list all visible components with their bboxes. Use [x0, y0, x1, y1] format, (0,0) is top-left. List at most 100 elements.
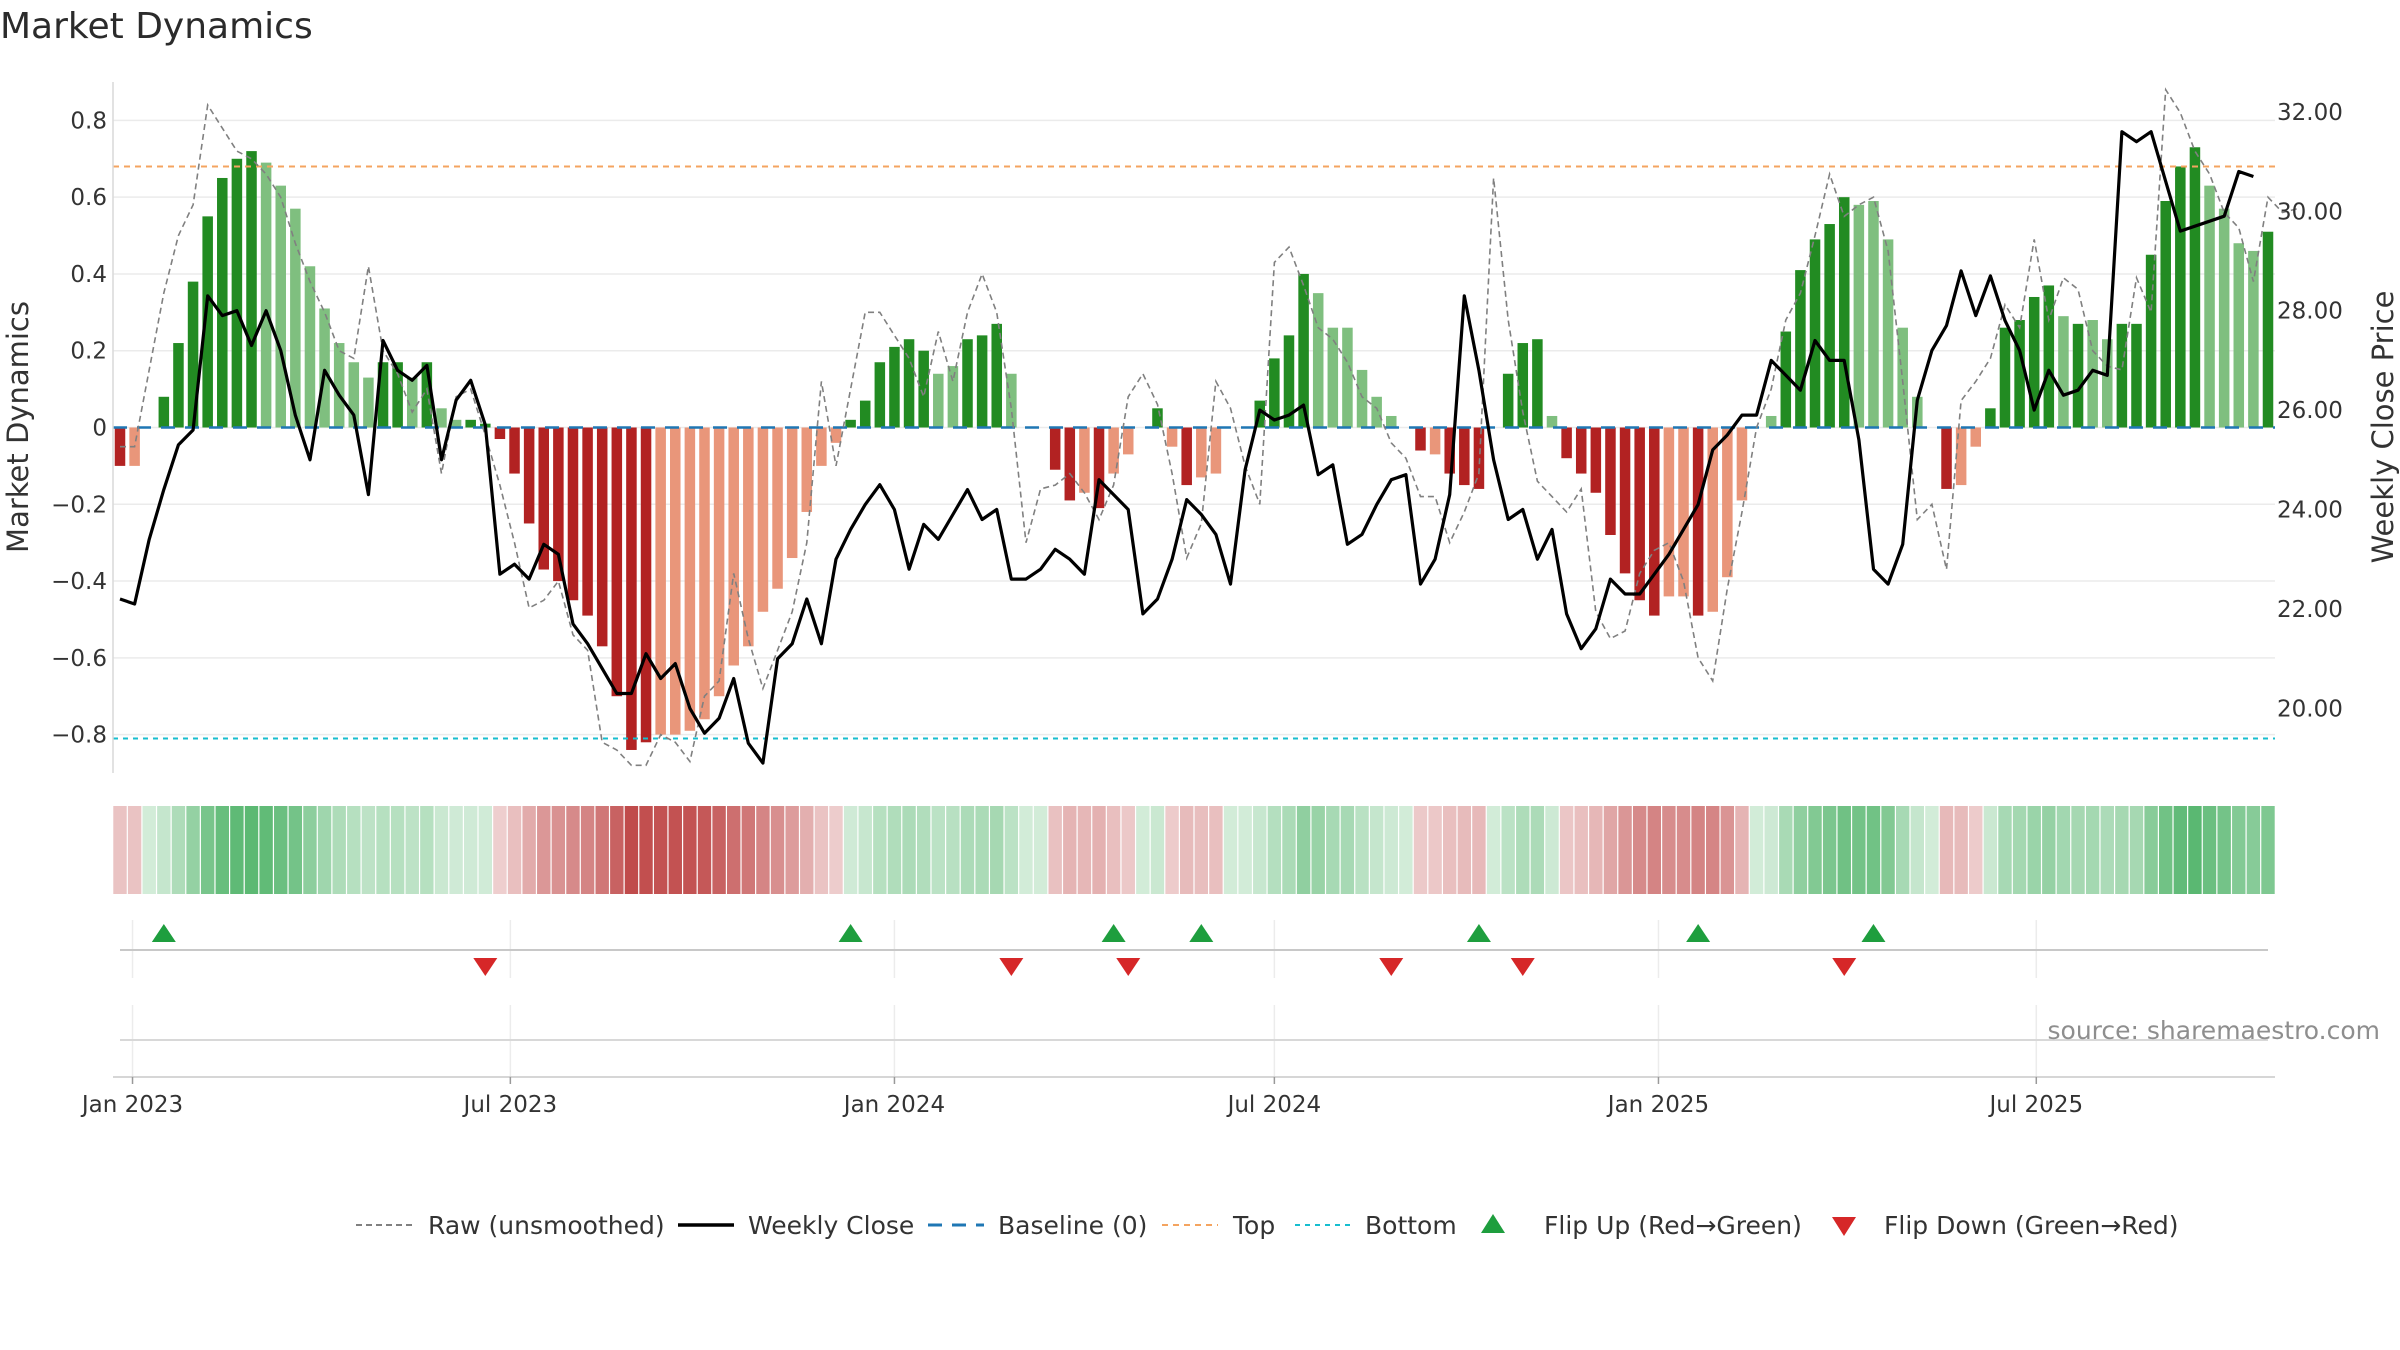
market-dynamics-bar — [217, 177, 228, 428]
regime-strip-cell — [1165, 806, 1179, 894]
left-tick-label: 0.6 — [70, 185, 107, 211]
market-dynamics-bar — [611, 427, 623, 697]
regime-strip-cell — [990, 806, 1004, 894]
regime-strip-cell — [1764, 806, 1778, 894]
regime-strip-cell — [463, 806, 478, 894]
regime-strip-cell — [537, 806, 551, 894]
regime-strip-cell — [1399, 806, 1413, 894]
regime-strip-cell — [1296, 806, 1311, 894]
regime-strip-cell — [1676, 806, 1691, 894]
weekly-close-line — [119, 130, 2254, 765]
regime-strip-cell — [2100, 806, 2114, 894]
regime-strip-cell — [113, 806, 127, 894]
market-dynamics-bar — [2028, 296, 2040, 428]
legend-item-weekly-close: Weekly Close — [678, 1211, 914, 1240]
regime-strip-cell — [2173, 806, 2188, 894]
flip-down-marker — [1510, 958, 1535, 976]
regime-strip-cell — [1150, 806, 1165, 894]
right-tick-label: 26.00 — [2277, 398, 2343, 424]
legend-up-symbol — [1481, 1214, 1505, 1233]
regime-strip-cell — [756, 806, 770, 894]
right-y-axis-title: Weekly Close Price — [2366, 291, 2400, 564]
regime-strip-cell — [1559, 806, 1574, 894]
market-dynamics-bar — [158, 396, 170, 428]
market-dynamics-bar — [626, 427, 637, 750]
regime-strip-cell — [1779, 806, 1793, 894]
regime-strip-cell — [1969, 806, 1983, 894]
regime-strip-cell — [1077, 806, 1092, 894]
regime-strip-cell — [1004, 806, 1019, 894]
market-dynamics-bar — [2014, 320, 2025, 428]
market-dynamics-bar — [465, 419, 476, 428]
regime-strip-cell — [288, 806, 303, 894]
market-dynamics-bar — [363, 377, 374, 428]
left-tick-label: 0 — [92, 416, 107, 442]
regime-strip-cell — [1998, 806, 2012, 894]
market-dynamics-bar — [976, 335, 988, 428]
x-tick-label: Jan 2024 — [842, 1092, 945, 1118]
market-dynamics-bar — [684, 427, 696, 731]
regime-strip-cell — [2188, 806, 2202, 894]
market-dynamics-bar — [1824, 224, 1835, 428]
market-dynamics-bar — [1079, 427, 1090, 493]
market-dynamics-bar — [1166, 427, 1178, 447]
market-dynamics-bar — [567, 427, 579, 601]
right-tick-label: 20.00 — [2277, 696, 2343, 722]
legend-item-top: Top — [1162, 1211, 1275, 1240]
market-dynamics-bar — [640, 427, 652, 743]
market-dynamics-bar — [655, 427, 666, 735]
regime-strip-cell — [1589, 806, 1603, 894]
regime-strip-cell — [1209, 806, 1223, 894]
right-tick-label: 22.00 — [2277, 597, 2343, 623]
regime-strip-cell — [2202, 806, 2217, 894]
regime-strip-cell — [1384, 806, 1398, 894]
market-dynamics-bar — [1722, 427, 1733, 578]
regime-strip-cell — [420, 806, 434, 894]
regime-strip-cell — [1136, 806, 1150, 894]
market-dynamics-bar — [918, 350, 929, 428]
market-dynamics-bar — [1882, 239, 1894, 428]
regime-strip-cell — [1632, 806, 1647, 894]
x-axis-ticks: Jan 2023 Jul 2023 Jan 2024 Jul 2024 Jan 2025… — [80, 1077, 2083, 1118]
regime-strip-cell — [1501, 806, 1515, 894]
right-tick-label: 24.00 — [2277, 498, 2343, 524]
regime-strip-cell — [1179, 806, 1194, 894]
regime-strip-cell — [1852, 806, 1866, 894]
flip-up-marker — [1101, 924, 1126, 942]
right-y-axis-ticks: 20.00 22.00 24.00 26.00 28.00 30.00 32.00 — [2277, 100, 2343, 723]
regime-strip-cell — [697, 806, 712, 894]
regime-strip-cell — [785, 806, 799, 894]
market-dynamics-bar — [406, 377, 418, 428]
regime-strip-cell — [800, 806, 814, 894]
regime-strip-cell — [1691, 806, 1705, 894]
market-dynamics-bar — [699, 427, 710, 720]
market-dynamics-bar — [494, 427, 506, 440]
regime-strip-cell — [2071, 806, 2085, 894]
market-dynamics-bar — [392, 362, 403, 428]
left-tick-label: −0.2 — [51, 492, 107, 518]
market-dynamics-bar — [1517, 343, 1529, 428]
market-dynamics-bar — [1196, 427, 1207, 478]
legend-item-baseline: Baseline (0) — [928, 1211, 1147, 1240]
regime-strip-cell — [200, 806, 215, 894]
market-dynamics-bar — [538, 427, 550, 570]
market-dynamics-bar — [859, 400, 871, 428]
market-dynamics-bar — [1415, 427, 1426, 451]
legend-label-weekly-close: Weekly Close — [748, 1211, 914, 1240]
flip-down-marker — [1116, 958, 1141, 976]
regime-strip-cell — [1895, 806, 1910, 894]
market-dynamics-bar — [830, 427, 842, 443]
market-dynamics-bar — [1795, 270, 1806, 428]
market-dynamics-bar — [1590, 427, 1602, 493]
market-dynamics-bar — [2145, 254, 2157, 428]
regime-strip-cell — [332, 806, 346, 894]
left-tick-label: −0.4 — [51, 569, 107, 595]
regime-strip-cell — [317, 806, 332, 894]
regime-strip-cell — [186, 806, 200, 894]
market-dynamics-bar — [187, 281, 199, 428]
flip-up-marker — [1189, 924, 1214, 942]
left-y-axis-title: Market Dynamics — [1, 301, 35, 553]
market-dynamics-bar — [1444, 427, 1455, 474]
market-dynamics-bar — [1780, 331, 1792, 428]
